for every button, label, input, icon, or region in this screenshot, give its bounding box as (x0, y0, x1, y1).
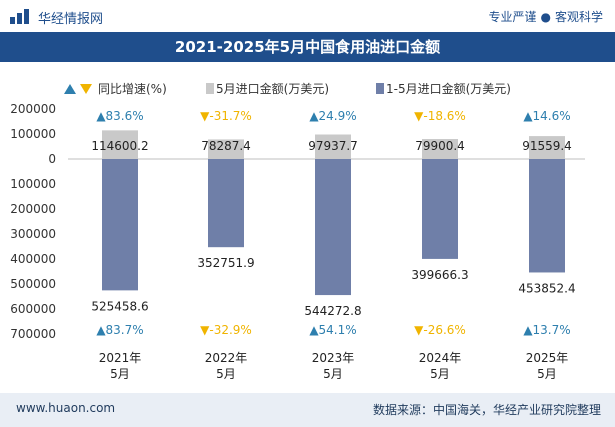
growth-label-cumulative: ▼-32.9% (200, 323, 252, 337)
growth-label-cumulative: ▲83.7% (96, 323, 143, 337)
bar-cumulative (315, 159, 351, 296)
data-label-monthly: 78287.4 (201, 139, 251, 153)
x-category-month: 5月 (110, 367, 130, 381)
y-tick-label: 100000 (10, 127, 56, 141)
x-category-month: 5月 (216, 367, 236, 381)
y-tick-label: 700000 (10, 327, 56, 341)
data-label-cumulative: 544272.8 (304, 304, 361, 318)
y-tick-label: 100000 (10, 177, 56, 191)
footer-source: 数据来源：中国海关，华经产业研究院整理 (372, 403, 601, 417)
y-tick-label: 300000 (10, 227, 56, 241)
bar-cumulative (529, 159, 565, 273)
legend-up-arrow-icon (64, 84, 76, 94)
slogan-right: 客观科学 (554, 10, 603, 24)
legend-monthly-label: 5月进口金额(万美元) (216, 81, 329, 96)
top-bar: 华经情报网 专业严谨 ● 客观科学 (0, 0, 615, 32)
data-label-monthly: 97937.7 (308, 139, 358, 153)
x-category-month: 5月 (323, 367, 343, 381)
bar-cumulative (102, 159, 138, 291)
bar-monthly (102, 130, 138, 159)
x-category-year: 2022年 (205, 351, 248, 365)
x-category-year: 2024年 (419, 351, 462, 365)
data-label-cumulative: 525458.6 (91, 299, 148, 313)
legend-cumulative-label: 1-5月进口金额(万美元) (386, 81, 511, 96)
footer-bar (0, 393, 615, 427)
bar-monthly (529, 136, 565, 159)
bar-monthly (422, 139, 458, 159)
footer-website[interactable]: www.huaon.com (16, 401, 116, 415)
x-category-month: 5月 (430, 367, 450, 381)
growth-label-monthly: ▲24.9% (309, 109, 356, 123)
slogan-dot-icon: ● (540, 10, 551, 24)
growth-label-cumulative: ▲54.1% (309, 323, 356, 337)
brand-logo-icon (10, 9, 29, 24)
brand-name: 华经情报网 (38, 12, 104, 27)
chart-title: 2021-2025年5月中国食用油进口金额 (174, 38, 441, 56)
data-label-cumulative: 453852.4 (518, 281, 575, 295)
x-category-month: 5月 (537, 367, 557, 381)
data-label-monthly: 114600.2 (91, 139, 148, 153)
growth-label-monthly: ▲83.6% (96, 109, 143, 123)
bar-cumulative (422, 159, 458, 259)
y-tick-label: 600000 (10, 302, 56, 316)
growth-label-cumulative: ▲13.7% (523, 323, 570, 337)
growth-label-monthly: ▼-18.6% (414, 109, 466, 123)
y-tick-label: 500000 (10, 277, 56, 291)
growth-label-monthly: ▼-31.7% (200, 109, 252, 123)
growth-label-monthly: ▲14.6% (523, 109, 570, 123)
y-tick-label: 200000 (10, 102, 56, 116)
y-tick-label: 200000 (10, 202, 56, 216)
y-tick-label: 400000 (10, 252, 56, 266)
data-label-monthly: 91559.4 (522, 139, 572, 153)
bar-monthly (315, 134, 351, 159)
y-tick-label: 0 (48, 152, 56, 166)
title-bar (0, 32, 615, 62)
bar-cumulative (208, 159, 244, 248)
legend-growth-label: 同比增速(%) (98, 82, 167, 96)
bar-monthly (208, 139, 244, 159)
x-category-year: 2021年 (99, 351, 142, 365)
growth-label-cumulative: ▼-26.6% (414, 323, 466, 337)
legend-down-arrow-icon (80, 84, 92, 94)
chart: 同比增速(%) 5月进口金额(万美元) 1-5月进口金额(万美元) 200000 100… (10, 81, 585, 381)
slogan-left: 专业严谨 (488, 10, 537, 24)
x-category-year: 2025年 (526, 351, 569, 365)
data-label-monthly: 79900.4 (415, 139, 465, 153)
legend-monthly-swatch (206, 83, 214, 94)
x-category-year: 2023年 (312, 351, 355, 365)
legend-cumulative-swatch (376, 83, 384, 94)
data-label-cumulative: 399666.3 (411, 268, 468, 282)
slogan: 专业严谨 ● 客观科学 (488, 8, 603, 25)
data-label-cumulative: 352751.9 (197, 256, 254, 270)
